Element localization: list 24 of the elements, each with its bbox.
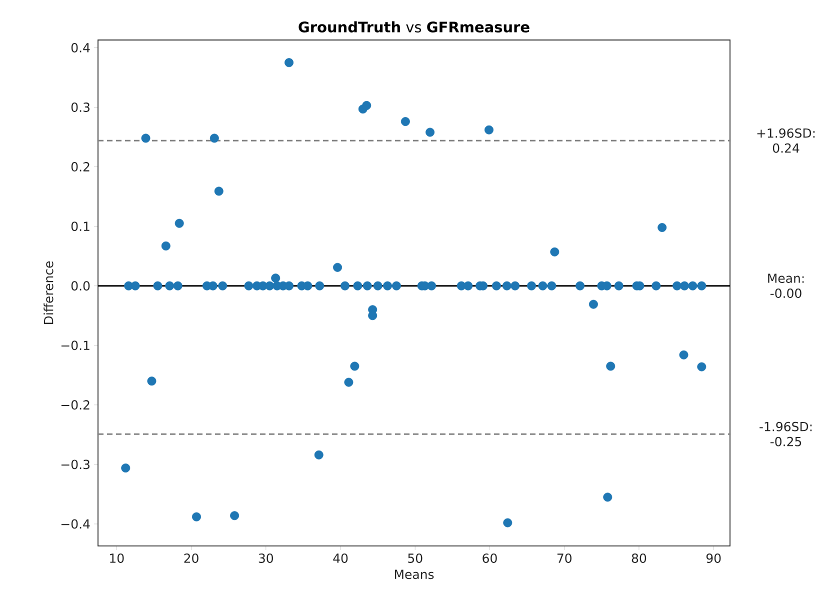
y-tick-label: 0.1 — [71, 222, 90, 232]
ref-line-label: Mean: -0.00 — [768, 274, 804, 298]
ref-line-label: +1.96SD: 0.24 — [757, 128, 815, 153]
y-tick-label: −0.1 — [61, 340, 90, 350]
x-tick-label: 50 — [408, 554, 422, 563]
y-tick-label: 0.4 — [71, 42, 90, 52]
x-tick-label: 60 — [482, 554, 497, 563]
y-tick-label: 0.2 — [71, 162, 90, 172]
x-tick-label: 10 — [110, 554, 124, 563]
x-tick-label: 20 — [184, 554, 198, 563]
y-tick-label: −0.3 — [61, 460, 90, 470]
x-tick-label: 30 — [258, 554, 274, 563]
x-axis-title: Means — [394, 570, 434, 580]
x-tick-label: 90 — [706, 554, 721, 563]
y-tick-label: −0.4 — [61, 519, 90, 529]
y-tick-label: 0.3 — [71, 102, 90, 112]
ref-line-label: -1.96SD: -0.25 — [760, 422, 812, 446]
y-tick-label: −0.2 — [61, 400, 90, 410]
x-tick-label: 40 — [333, 554, 348, 563]
chart-title: GroundTruth vs GFRmeasure — [298, 21, 530, 32]
x-tick-label: 80 — [632, 554, 646, 563]
y-axis-title: Difference — [44, 261, 54, 324]
y-tick-label: 0.0 — [71, 281, 90, 291]
x-tick-label: 70 — [557, 554, 572, 563]
